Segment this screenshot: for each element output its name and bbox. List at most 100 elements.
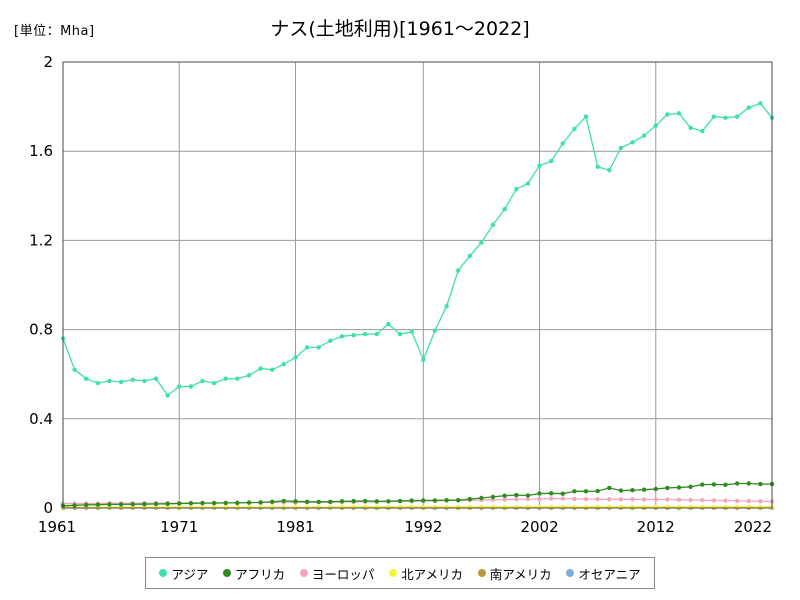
data-point <box>316 345 321 350</box>
data-point <box>758 101 763 106</box>
data-point <box>537 496 542 502</box>
data-point <box>746 481 751 486</box>
data-point <box>211 504 217 510</box>
data-point <box>583 489 589 494</box>
data-point <box>607 485 612 491</box>
data-point <box>118 502 124 507</box>
x-tick-label: 1981 <box>276 518 314 536</box>
data-point <box>700 482 705 487</box>
data-point <box>549 159 554 164</box>
data-point <box>746 498 751 504</box>
data-point <box>572 496 577 502</box>
data-point <box>351 333 356 338</box>
data-point <box>490 494 496 500</box>
y-tick-label: 0.4 <box>29 410 53 428</box>
data-point <box>304 345 310 350</box>
data-point <box>525 493 531 498</box>
data-point <box>688 125 693 130</box>
data-point <box>711 498 717 503</box>
data-point <box>595 164 600 169</box>
data-point <box>700 498 705 503</box>
legend-label: アジア <box>171 566 209 582</box>
data-point <box>84 502 89 508</box>
data-point <box>711 114 717 119</box>
data-point <box>734 114 740 119</box>
data-point <box>734 481 740 486</box>
data-point <box>665 497 670 502</box>
data-point <box>560 141 565 146</box>
y-tick-label: 1.2 <box>29 231 53 249</box>
data-point <box>514 492 519 498</box>
data-point <box>723 498 728 503</box>
data-point <box>270 367 275 372</box>
data-point <box>549 496 554 501</box>
data-point <box>258 500 263 505</box>
data-point <box>688 484 693 489</box>
data-point <box>223 504 228 510</box>
data-point <box>72 503 77 508</box>
data-point <box>641 487 647 492</box>
data-point <box>165 393 170 398</box>
data-point <box>258 504 263 510</box>
legend-item: 北アメリカ <box>389 564 463 583</box>
data-point <box>153 376 159 381</box>
data-point <box>374 499 379 504</box>
data-point <box>618 497 624 502</box>
data-point <box>537 163 542 168</box>
data-point <box>293 355 298 360</box>
data-point <box>444 304 449 309</box>
data-point <box>444 498 449 503</box>
data-point <box>397 498 403 504</box>
data-point <box>386 499 391 504</box>
data-point <box>665 112 670 117</box>
plot-frame <box>62 61 773 509</box>
data-point <box>397 331 403 337</box>
series-1 <box>60 481 775 508</box>
data-point <box>502 207 507 212</box>
data-point <box>525 496 531 502</box>
legend-label: オセアニア <box>578 566 641 582</box>
data-point <box>188 504 194 510</box>
data-point <box>537 491 542 496</box>
data-point <box>723 482 728 487</box>
data-point <box>270 499 275 504</box>
series-line <box>62 102 773 397</box>
data-point <box>700 128 705 134</box>
data-point <box>165 501 170 506</box>
legend-item: ヨーロッパ <box>299 564 375 583</box>
legend-item: アフリカ <box>223 564 285 583</box>
data-point <box>514 186 519 192</box>
data-point <box>246 500 252 505</box>
data-point <box>95 502 101 507</box>
data-point <box>432 328 438 333</box>
data-point <box>107 502 112 507</box>
data-point <box>304 504 310 510</box>
data-point <box>479 495 484 501</box>
x-tick-label: 2002 <box>520 518 558 536</box>
data-point <box>328 504 333 510</box>
data-point <box>560 491 565 496</box>
data-point <box>84 376 89 381</box>
data-point <box>200 378 205 384</box>
data-point <box>363 498 368 504</box>
data-point <box>630 488 635 493</box>
data-point <box>607 497 612 502</box>
data-point <box>316 504 321 510</box>
data-point <box>386 321 391 327</box>
data-point <box>723 115 728 121</box>
data-point <box>641 133 647 138</box>
data-point <box>746 105 751 110</box>
data-point <box>246 504 252 510</box>
data-point <box>177 384 182 389</box>
data-point <box>200 504 205 510</box>
x-tick-label: 2022 <box>734 518 772 536</box>
data-point <box>734 498 740 504</box>
legend-label: ヨーロッパ <box>311 566 375 582</box>
data-point <box>711 482 717 487</box>
data-point <box>118 379 124 385</box>
data-point <box>223 376 228 381</box>
data-point <box>676 485 682 490</box>
data-point <box>328 338 333 343</box>
legend-marker-icon <box>477 569 486 577</box>
data-point <box>665 485 670 491</box>
